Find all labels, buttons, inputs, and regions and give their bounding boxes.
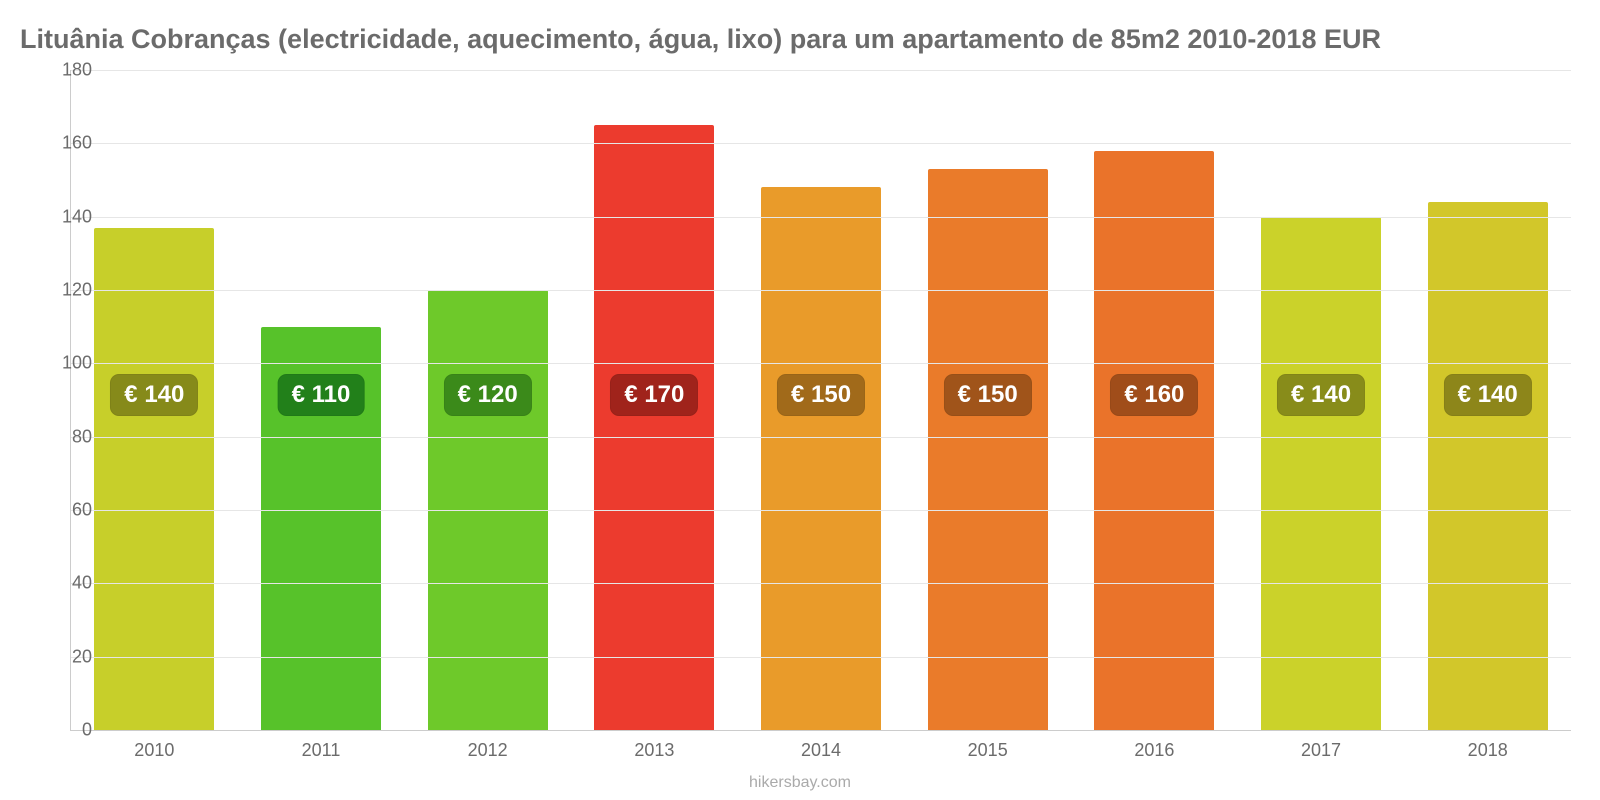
bar-value-label: € 170 (610, 374, 698, 416)
bar-slot: € 1402010 (71, 70, 238, 730)
gridline (71, 510, 1571, 511)
x-axis-tick: 2010 (134, 740, 174, 761)
gridline (71, 143, 1571, 144)
y-axis-tick: 40 (42, 573, 92, 594)
source-attribution: hikersbay.com (749, 774, 851, 792)
bar-value-label: € 140 (1277, 374, 1365, 416)
bar (1094, 151, 1214, 730)
x-axis-tick: 2013 (634, 740, 674, 761)
gridline (71, 70, 1571, 71)
bar-slot: € 1402018 (1404, 70, 1571, 730)
bar-slot: € 1502015 (904, 70, 1071, 730)
chart-title: Lituânia Cobranças (electricidade, aquec… (20, 24, 1381, 55)
gridline (71, 363, 1571, 364)
bar-slot: € 1602016 (1071, 70, 1238, 730)
y-axis-tick: 100 (42, 353, 92, 374)
bar-value-label: € 150 (944, 374, 1032, 416)
bar (928, 169, 1048, 730)
gridline (71, 657, 1571, 658)
x-axis-tick: 2014 (801, 740, 841, 761)
bar-value-label: € 110 (278, 374, 365, 416)
bars-row: € 1402010€ 1102011€ 1202012€ 1702013€ 15… (71, 70, 1571, 730)
bar-value-label: € 150 (777, 374, 865, 416)
x-axis-tick: 2017 (1301, 740, 1341, 761)
bar-slot: € 1702013 (571, 70, 738, 730)
x-axis-tick: 2018 (1468, 740, 1508, 761)
y-axis-tick: 60 (42, 500, 92, 521)
gridline (71, 217, 1571, 218)
gridline (71, 290, 1571, 291)
y-axis-tick: 120 (42, 280, 92, 301)
x-axis-tick: 2012 (468, 740, 508, 761)
x-axis-tick: 2015 (968, 740, 1008, 761)
bar-slot: € 1202012 (404, 70, 571, 730)
x-axis-tick: 2011 (302, 740, 341, 761)
plot-area: € 1402010€ 1102011€ 1202012€ 1702013€ 15… (70, 70, 1571, 731)
bar (761, 187, 881, 730)
bar (1261, 217, 1381, 730)
bar-value-label: € 140 (1444, 374, 1532, 416)
y-axis-tick: 160 (42, 133, 92, 154)
x-axis-tick: 2016 (1134, 740, 1174, 761)
bar-slot: € 1402017 (1238, 70, 1405, 730)
chart-container: Lituânia Cobranças (electricidade, aquec… (0, 0, 1600, 800)
bar-value-label: € 140 (110, 374, 198, 416)
y-axis-tick: 180 (42, 60, 92, 81)
y-axis-tick: 20 (42, 646, 92, 667)
y-axis-tick: 80 (42, 426, 92, 447)
bar-value-label: € 120 (444, 374, 532, 416)
y-axis-tick: 0 (42, 720, 92, 741)
bar (94, 228, 214, 730)
bar-slot: € 1502014 (738, 70, 905, 730)
y-axis-tick: 140 (42, 206, 92, 227)
gridline (71, 583, 1571, 584)
bar (1428, 202, 1548, 730)
gridline (71, 437, 1571, 438)
bar-slot: € 1102011 (238, 70, 405, 730)
bar-value-label: € 160 (1110, 374, 1198, 416)
